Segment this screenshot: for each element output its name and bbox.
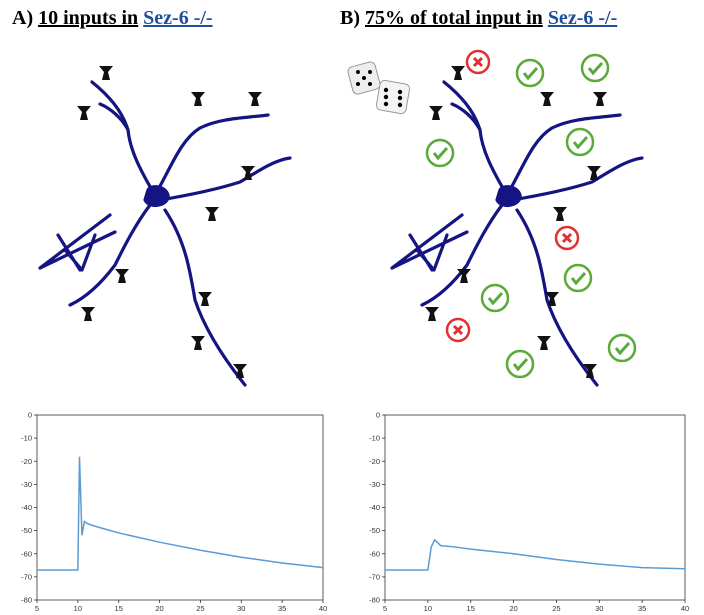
neuron-a: [40, 66, 290, 385]
x-tick-label: 35: [638, 604, 646, 613]
y-tick-label: -50: [21, 526, 32, 535]
x-tick-label: 30: [595, 604, 603, 613]
y-tick-label: -80: [369, 596, 380, 605]
y-tick-label: 0: [376, 411, 380, 420]
y-tick-label: -40: [369, 503, 380, 512]
title-part: 10 inputs in: [38, 7, 138, 29]
x-tick-label: 30: [237, 604, 245, 613]
panel-title: A) 10 inputs in Sez-6 -/-: [12, 7, 213, 29]
title-part: B): [340, 7, 360, 29]
y-tick-label: 0: [28, 411, 32, 420]
y-tick-label: -60: [21, 549, 32, 558]
x-tick-label: 5: [35, 604, 39, 613]
title-part: Sez-6 -/-: [548, 7, 617, 29]
y-tick-label: -20: [369, 457, 380, 466]
line: [385, 540, 685, 570]
x-tick-label: 15: [115, 604, 123, 613]
plot-frame: [37, 415, 323, 600]
x-tick-label: 5: [383, 604, 387, 613]
y-tick-label: -70: [21, 572, 32, 581]
y-tick-label: -30: [369, 480, 380, 489]
y-tick-label: -50: [369, 526, 380, 535]
x-tick-label: 25: [196, 604, 204, 613]
figure: A) 10 inputs in Sez-6 -/- B) 75% of tota…: [0, 0, 704, 615]
y-tick-label: -30: [21, 480, 32, 489]
x-tick-label: 20: [509, 604, 517, 613]
neuron-b: [392, 66, 642, 385]
y-tick-label: -70: [369, 572, 380, 581]
y-tick-label: -40: [21, 503, 32, 512]
y-tick-label: -20: [21, 457, 32, 466]
x-tick-label: 15: [467, 604, 475, 613]
x-tick-label: 10: [74, 604, 82, 613]
panel-title: B) 75% of total input in Sez-6 -/-: [340, 7, 617, 29]
x-tick-label: 40: [681, 604, 689, 613]
x-tick-label: 10: [424, 604, 432, 613]
y-tick-label: -10: [21, 434, 32, 443]
y-tick-label: -80: [21, 596, 32, 605]
plot-frame: [385, 415, 685, 600]
icons: [427, 51, 635, 377]
title-part: 75% of total input in: [365, 7, 543, 29]
y-tick-label: -60: [369, 549, 380, 558]
title-part: Sez-6 -/-: [143, 7, 212, 29]
x-tick-label: 35: [278, 604, 286, 613]
x-tick-label: 40: [319, 604, 327, 613]
title-part: A): [12, 7, 33, 29]
y-tick-label: -10: [369, 434, 380, 443]
x-tick-label: 25: [552, 604, 560, 613]
line: [37, 457, 323, 570]
dice: [347, 61, 411, 115]
x-tick-label: 20: [155, 604, 163, 613]
